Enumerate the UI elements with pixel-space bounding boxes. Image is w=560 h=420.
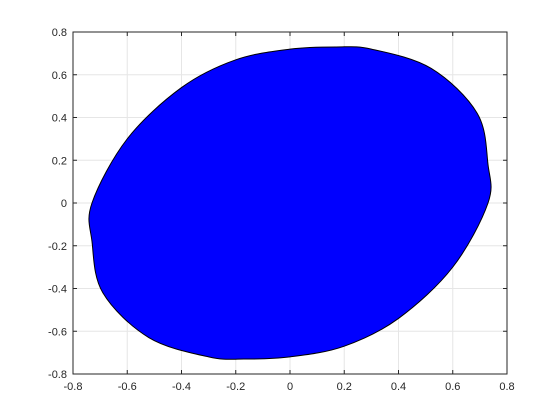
y-tick-label: 0.2 <box>52 155 67 167</box>
x-tick-label: -0.8 <box>64 381 83 393</box>
filled-ellipse-region <box>88 46 492 360</box>
x-tick-label: 0.2 <box>337 381 352 393</box>
y-tick-label: 0 <box>61 198 67 210</box>
y-tick-label: 0.4 <box>52 113 67 125</box>
x-tick-label: -0.6 <box>118 381 137 393</box>
y-tick-labels: -0.8 -0.6 -0.4 -0.2 0 0.2 0.4 0.6 0.8 <box>48 27 67 381</box>
ticks <box>72 31 508 375</box>
x-tick-label: 0 <box>287 381 293 393</box>
x-tick-label: 0.4 <box>391 381 406 393</box>
y-tick-label: 0.8 <box>52 27 67 39</box>
x-tick-labels: -0.8 -0.6 -0.4 -0.2 0 0.2 0.4 0.6 0.8 <box>64 381 515 393</box>
y-tick-label: 0.6 <box>52 70 67 82</box>
x-tick-label: -0.2 <box>226 381 245 393</box>
x-tick-label: 0.6 <box>445 381 460 393</box>
x-tick-label: -0.4 <box>172 381 191 393</box>
y-tick-label: -0.2 <box>48 241 67 253</box>
x-tick-label: 0.8 <box>499 381 514 393</box>
data-layer <box>88 46 492 360</box>
y-tick-label: -0.4 <box>48 284 67 296</box>
y-tick-label: -0.8 <box>48 369 67 381</box>
y-tick-label: -0.6 <box>48 326 67 338</box>
